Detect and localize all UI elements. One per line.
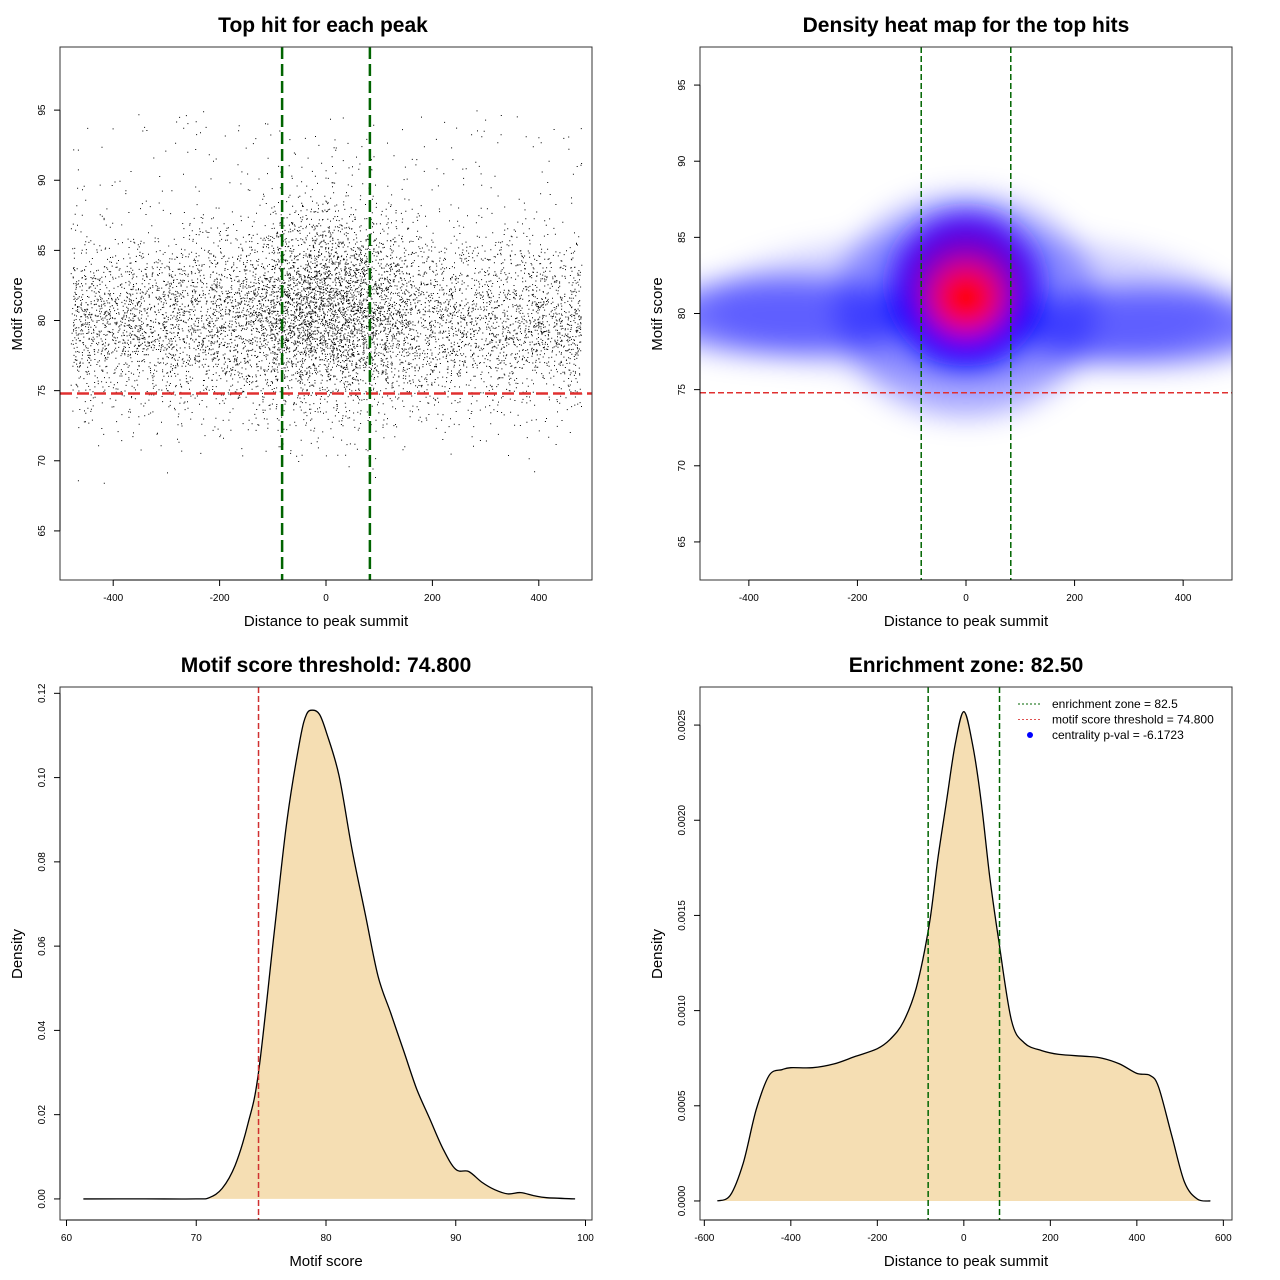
- scatter-y-tick-label: 95: [37, 104, 48, 116]
- score-density-x-tick-label: 60: [61, 1233, 73, 1244]
- score-density-xlabel: Motif score: [289, 1253, 362, 1270]
- scatter-y-tick-label: 80: [37, 315, 48, 327]
- heatmap-y-tick-label: 85: [677, 231, 688, 243]
- distance-density-y-tick-label: 0.0025: [677, 709, 688, 740]
- distance-density-density-line: [717, 711, 1211, 1202]
- legend-entry: motif score threshold = 74.800: [1052, 713, 1214, 727]
- heat-peak: [931, 263, 1001, 334]
- score-density-panel: Motif score threshold: 74.800 Motif scor…: [9, 654, 594, 1270]
- scatter-y-tick-label: 75: [37, 385, 48, 397]
- scatter-y-tick-label: 70: [37, 455, 48, 467]
- score-density-y-tick-label: 0.10: [37, 767, 48, 787]
- scatter-xlabel: Distance to peak summit: [244, 613, 409, 630]
- legend-entry: centrality p-val = -6.1723: [1052, 728, 1184, 742]
- heatmap-y-tick-label: 75: [677, 384, 688, 396]
- scatter-points: [70, 110, 583, 484]
- distance-density-y-tick-label: 0.0000: [677, 1185, 688, 1216]
- scatter-x-tick-label: -200: [210, 593, 230, 604]
- scatter-point-cloud: [70, 110, 583, 484]
- heatmap-y-tick-label: 95: [677, 79, 688, 91]
- distance-density-panel: Enrichment zone: 82.50 Distance to peak …: [649, 654, 1233, 1270]
- score-density-ylabel: Density: [9, 928, 26, 979]
- distance-density-y-tick-label: 0.0010: [677, 995, 688, 1026]
- scatter-y-tick-label: 85: [37, 244, 48, 256]
- density-heatmap: [700, 195, 1232, 416]
- heatmap-y-tick-label: 90: [677, 155, 688, 167]
- legend-pval-marker: [1027, 732, 1033, 738]
- score-density-y-tick-label: 0.02: [37, 1104, 48, 1124]
- score-density-density-line: [83, 709, 576, 1200]
- scatter-y-tick-label: 65: [37, 525, 48, 537]
- score-density-x-tick-label: 100: [577, 1233, 594, 1244]
- scatter-plot-frame: [59, 46, 593, 581]
- heatmap-y-tick-label: 65: [677, 536, 688, 548]
- heatmap-x-tick-label: -400: [739, 593, 759, 604]
- scatter-y-tick-label: 90: [37, 174, 48, 186]
- heatmap-title: Density heat map for the top hits: [803, 14, 1130, 37]
- distance-density-x-tick-label: -400: [781, 1233, 801, 1244]
- score-density-title: Motif score threshold: 74.800: [181, 654, 472, 677]
- score-density-x-tick-label: 80: [320, 1233, 332, 1244]
- score-density-y-tick-label: 0.06: [37, 936, 48, 956]
- score-density-y-tick-label: 0.04: [37, 1020, 48, 1040]
- score-density-y-tick-label: 0.08: [37, 852, 48, 872]
- heatmap-x-tick-label: 200: [1066, 593, 1083, 604]
- heatmap-x-tick-label: -200: [847, 593, 867, 604]
- distance-density-x-tick-label: -600: [694, 1233, 714, 1244]
- score-density-x-tick-label: 70: [191, 1233, 203, 1244]
- legend: enrichment zone = 82.5 motif score thresh…: [1018, 697, 1214, 742]
- scatter-x-tick-label: 0: [323, 593, 329, 604]
- score-density-area-fill: [83, 710, 576, 1199]
- heatmap-x-tick-label: 0: [963, 593, 969, 604]
- distance-density-x-tick-label: 200: [1042, 1233, 1059, 1244]
- heatmap-panel: Density heat map for the top hits Distan…: [649, 14, 1233, 630]
- distance-density-x-tick-label: 600: [1215, 1233, 1232, 1244]
- distance-density-x-tick-label: 400: [1129, 1233, 1146, 1244]
- heatmap-y-tick-label: 70: [677, 460, 688, 472]
- heatmap-y-tick-label: 80: [677, 308, 688, 320]
- score-density-y-tick-label: 0.00: [37, 1189, 48, 1209]
- distance-density-xlabel: Distance to peak summit: [884, 1253, 1049, 1270]
- distance-density-y-tick-label: 0.0005: [677, 1090, 688, 1121]
- distance-density-area-fill: [717, 711, 1211, 1202]
- distance-density-y-tick-label: 0.0020: [677, 805, 688, 836]
- heatmap-ylabel: Motif score: [649, 277, 666, 350]
- legend-entry: enrichment zone = 82.5: [1052, 697, 1178, 711]
- distance-density-x-tick-label: -200: [867, 1233, 887, 1244]
- heatmap-x-tick-label: 400: [1175, 593, 1192, 604]
- scatter-panel: Top hit for each peak Distance to peak s…: [9, 14, 593, 630]
- scatter-x-tick-label: 200: [424, 593, 441, 604]
- score-density-x-tick-label: 90: [450, 1233, 462, 1244]
- distance-density-y-tick-label: 0.0015: [677, 900, 688, 931]
- distance-density-x-tick-label: 0: [961, 1233, 967, 1244]
- distance-density-title: Enrichment zone: 82.50: [849, 654, 1084, 677]
- distance-density-ylabel: Density: [649, 928, 666, 979]
- scatter-ylabel: Motif score: [9, 277, 26, 350]
- scatter-x-tick-label: 400: [530, 593, 547, 604]
- heatmap-xlabel: Distance to peak summit: [884, 613, 1049, 630]
- score-density-y-tick-label: 0.12: [37, 683, 48, 703]
- scatter-x-tick-label: -400: [103, 593, 123, 604]
- scatter-title: Top hit for each peak: [218, 14, 428, 37]
